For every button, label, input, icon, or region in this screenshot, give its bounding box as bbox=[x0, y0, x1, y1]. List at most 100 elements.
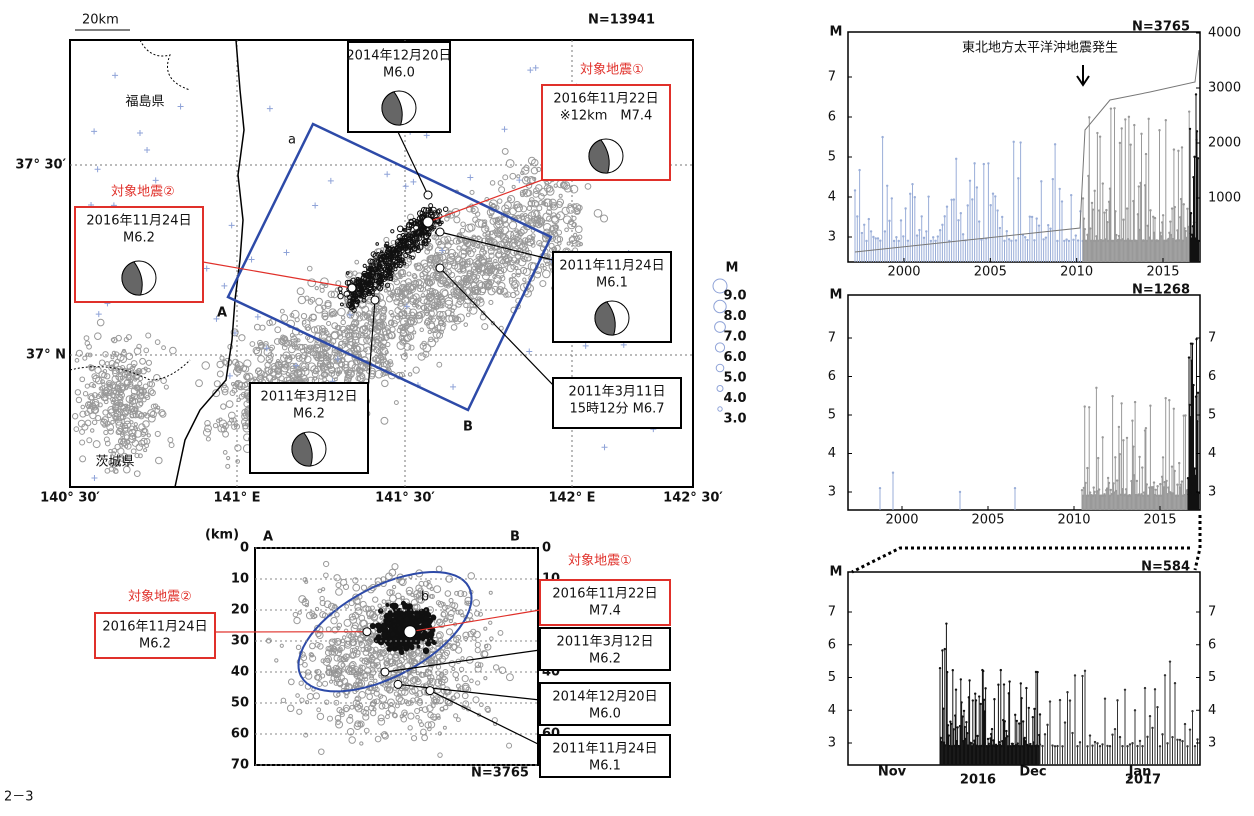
quake bbox=[401, 601, 405, 605]
bar-top bbox=[1124, 118, 1126, 120]
event bbox=[363, 628, 371, 636]
bar-top bbox=[930, 240, 932, 242]
count: N=3765 bbox=[1132, 20, 1190, 35]
bar-top bbox=[879, 240, 881, 242]
scale-label: 20km bbox=[82, 13, 119, 28]
event bbox=[394, 680, 402, 688]
x-tick-label: 2000 bbox=[887, 265, 920, 280]
y2-tick-label: 4 bbox=[1208, 446, 1216, 461]
depth-label: 50 bbox=[231, 696, 249, 711]
bar-top bbox=[1042, 238, 1044, 240]
bar-top bbox=[1068, 240, 1070, 242]
bar-top bbox=[1052, 178, 1054, 180]
y2-tick-label: 3 bbox=[1208, 485, 1216, 500]
bar-top bbox=[1193, 467, 1195, 469]
bar-top bbox=[973, 162, 975, 164]
quake bbox=[387, 616, 392, 621]
callout-text: 2016年11月22日 bbox=[552, 587, 657, 602]
legend-label: 8.0 bbox=[723, 309, 746, 324]
bar-top bbox=[1184, 414, 1186, 416]
bar-top bbox=[1003, 240, 1005, 242]
bar-top bbox=[916, 234, 918, 236]
bar-top bbox=[939, 229, 941, 231]
bar-top bbox=[1159, 483, 1161, 485]
bar-top bbox=[952, 669, 954, 671]
section-end: A bbox=[263, 530, 273, 545]
bar-top bbox=[1119, 453, 1121, 455]
bar-top bbox=[1110, 489, 1112, 491]
quake bbox=[392, 624, 396, 628]
bar-top bbox=[1088, 116, 1090, 118]
quake bbox=[422, 621, 428, 627]
bar-top bbox=[1149, 405, 1151, 407]
bar-top bbox=[1029, 216, 1031, 218]
x-tick-label: 2000 bbox=[885, 513, 918, 528]
quake bbox=[388, 611, 392, 615]
bar-top bbox=[983, 163, 985, 165]
bar-top bbox=[1010, 240, 1012, 242]
bar-top bbox=[937, 235, 939, 237]
bar-top bbox=[914, 196, 916, 198]
bar-top bbox=[945, 622, 947, 624]
bar-top bbox=[1094, 190, 1096, 192]
quake bbox=[400, 642, 403, 645]
bar-top bbox=[949, 721, 951, 723]
lon-label: 141° 30′ bbox=[375, 491, 435, 506]
axis-label: M bbox=[830, 288, 843, 303]
bar-top bbox=[960, 678, 962, 680]
bar-top bbox=[947, 724, 949, 726]
bar-top bbox=[1031, 216, 1033, 218]
bar-top bbox=[1081, 489, 1083, 491]
bar-top bbox=[1138, 185, 1140, 187]
bar-top bbox=[1092, 208, 1094, 210]
bar-top bbox=[1181, 146, 1183, 148]
bar-top bbox=[1122, 219, 1124, 221]
bar-top bbox=[1153, 481, 1155, 483]
legend-circle bbox=[718, 407, 722, 411]
bar-top bbox=[1038, 224, 1040, 226]
bar-top bbox=[1168, 399, 1170, 401]
callout-text: M6.2 bbox=[293, 407, 325, 422]
quake bbox=[386, 642, 390, 646]
bar-top bbox=[1184, 230, 1186, 232]
bar-top bbox=[1093, 486, 1095, 488]
bar-top bbox=[946, 206, 948, 208]
bar-top bbox=[1165, 480, 1167, 482]
y-tick-label: 4 bbox=[828, 446, 836, 461]
bar-top bbox=[1070, 194, 1072, 196]
depth-label: 30 bbox=[231, 634, 249, 649]
callout-text: 2016年11月24日 bbox=[102, 620, 207, 635]
bar-top bbox=[1103, 211, 1105, 213]
bar-top bbox=[1126, 437, 1128, 439]
bar-top bbox=[884, 230, 886, 232]
bar-top bbox=[964, 726, 966, 728]
callout-title: 対象地震② bbox=[111, 185, 175, 200]
bar-top bbox=[1091, 202, 1093, 204]
bar-top bbox=[999, 227, 1001, 229]
bar-top bbox=[886, 185, 888, 187]
bar-top bbox=[1148, 118, 1150, 120]
bar-top bbox=[939, 667, 941, 669]
callout-text: M6.0 bbox=[383, 66, 415, 81]
legend-label: 4.0 bbox=[723, 391, 746, 406]
quake bbox=[416, 632, 419, 635]
bar-top bbox=[965, 721, 967, 723]
bar-top bbox=[1181, 480, 1183, 482]
bar-top bbox=[1089, 227, 1091, 229]
bar-top bbox=[1174, 470, 1176, 472]
bar-top bbox=[1059, 188, 1061, 190]
bar-top bbox=[1083, 218, 1085, 220]
bar-top bbox=[1106, 221, 1108, 223]
bar-top bbox=[941, 649, 943, 651]
y-tick-label: 6 bbox=[828, 369, 836, 384]
callout-text: M6.1 bbox=[596, 276, 628, 291]
bar-top bbox=[994, 195, 996, 197]
callout-text: ※12km M7.4 bbox=[560, 109, 653, 124]
quake bbox=[423, 648, 428, 653]
bar-top bbox=[1097, 457, 1099, 459]
bar-top bbox=[1156, 485, 1158, 487]
bar-top bbox=[888, 220, 890, 222]
bar-top bbox=[868, 218, 870, 220]
bar-top bbox=[992, 193, 994, 195]
bar-top bbox=[1111, 395, 1113, 397]
